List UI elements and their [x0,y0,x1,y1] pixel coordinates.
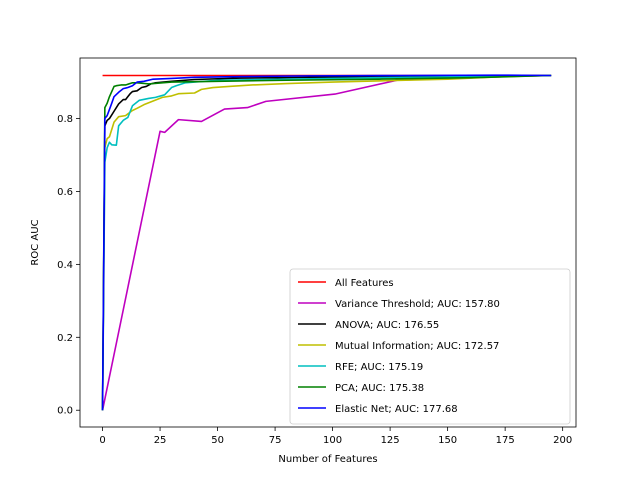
y-tick-label: 0.8 [57,114,73,125]
x-tick-label: 0 [99,435,105,446]
legend: All Features Variance Threshold; AUC: 157… [289,268,571,425]
legend-label: Variance Threshold; AUC: 157.80 [335,299,500,310]
plot-frame [79,57,577,428]
series-layer [101,74,552,411]
series-line-5 [101,74,552,411]
x-axis-label: Number of Features [278,454,377,465]
series-line-4 [101,74,552,411]
y-axis-label: ROC AUC [30,219,41,265]
series-line-3 [101,74,552,411]
x-tick-label: 200 [553,435,572,446]
x-tick-label: 150 [438,435,457,446]
y-tick-label: 0.0 [57,406,73,417]
legend-box [289,268,571,425]
x-tick-label: 25 [154,435,167,446]
legend-label: All Features [335,278,394,289]
y-tick-label: 0.6 [57,187,73,198]
x-tick-label: 75 [269,435,282,446]
y-tick-label: 0.2 [57,333,73,344]
series-line-6 [101,74,552,411]
x-tick-label: 175 [496,435,515,446]
y-tick-label: 0.4 [57,260,73,271]
legend-label: Elastic Net; AUC: 177.68 [335,404,458,415]
series-line-2 [101,74,552,411]
y-axis: 0.0 0.2 0.4 0.6 0.8 [57,114,80,417]
x-tick-label: 100 [323,435,342,446]
legend-label: Mutual Information; AUC: 172.57 [335,341,499,352]
x-tick-label: 50 [211,435,224,446]
x-tick-label: 125 [381,435,400,446]
legend-label: ANOVA; AUC: 176.55 [335,320,439,331]
legend-label: PCA; AUC: 175.38 [335,383,424,394]
x-axis: 0 25 50 75 100 125 150 175 200 [99,427,572,446]
legend-label: RFE; AUC: 175.19 [335,362,423,373]
